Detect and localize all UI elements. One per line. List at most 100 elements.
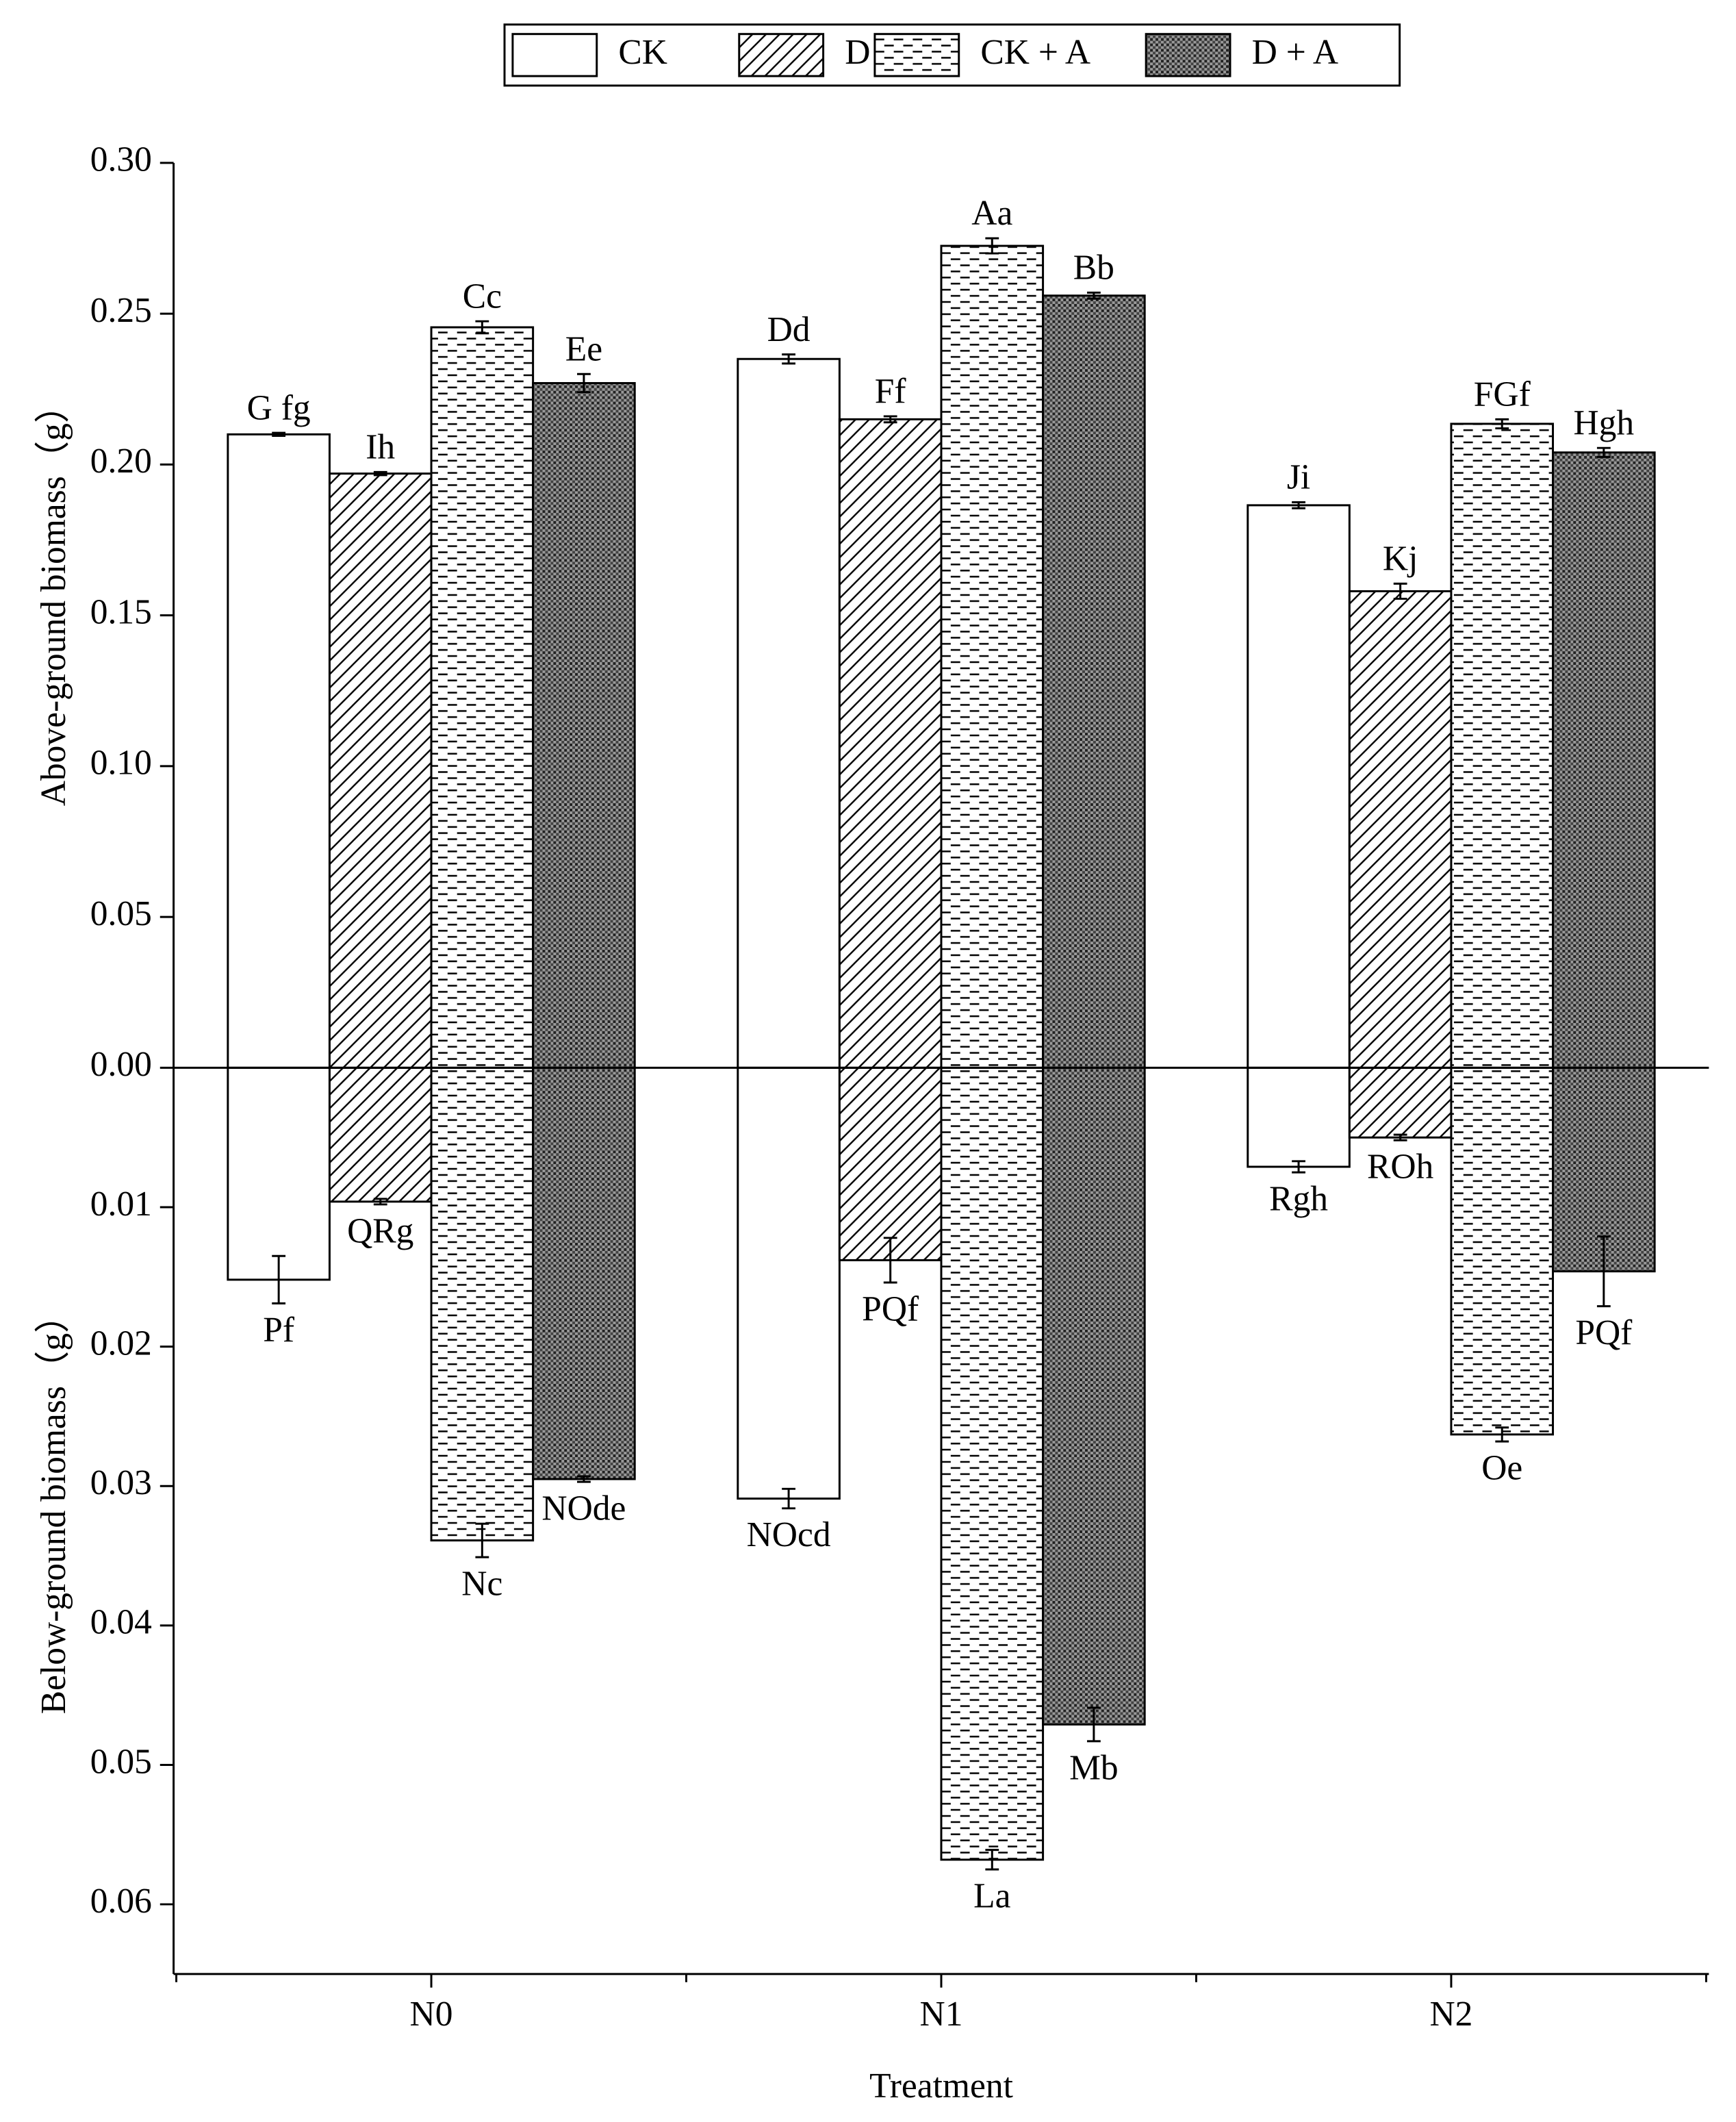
bar xyxy=(430,1066,535,1542)
legend-label: CK + A xyxy=(980,33,1090,72)
significance-label: Aa xyxy=(971,194,1012,233)
significance-label: G fg xyxy=(247,388,311,427)
y2-tick-label: 0.02 xyxy=(90,1324,152,1363)
x-tick-label: N2 xyxy=(1429,1995,1472,2034)
y-tick-label: 0.10 xyxy=(90,744,152,783)
bar xyxy=(1247,1066,1351,1168)
significance-label: NOde xyxy=(541,1489,626,1528)
error-bar xyxy=(272,1254,286,1304)
x-axis-title: Treatment xyxy=(869,2067,1013,2106)
error-bar xyxy=(475,320,489,335)
bar xyxy=(227,433,331,1069)
legend-label: D + A xyxy=(1252,33,1338,72)
bar xyxy=(1450,422,1555,1069)
significance-label: Ih xyxy=(366,428,395,467)
error-bar xyxy=(272,431,286,438)
significance-label: Mb xyxy=(1069,1748,1119,1787)
y-tick-label: 0.05 xyxy=(90,894,152,933)
significance-label: FGf xyxy=(1474,375,1531,414)
bar xyxy=(1247,504,1351,1069)
error-bar xyxy=(883,1237,897,1284)
y2-tick-label: 0.06 xyxy=(90,1882,152,1921)
legend-swatch xyxy=(873,33,960,77)
bar xyxy=(1348,590,1453,1069)
error-bar xyxy=(577,372,591,394)
significance-label: Oe xyxy=(1481,1449,1522,1488)
y2-axis-title: Below-ground biomass（g） xyxy=(34,1298,73,1714)
bar xyxy=(328,1066,433,1203)
significance-label: Ee xyxy=(565,329,602,368)
significance-label: Ji xyxy=(1287,458,1310,497)
bar xyxy=(1450,1066,1555,1436)
y2-tick-label: 0.04 xyxy=(90,1603,152,1642)
bar xyxy=(940,244,1045,1069)
error-bar xyxy=(985,1849,999,1871)
bar xyxy=(532,381,636,1069)
x-tick-label: N1 xyxy=(920,1995,963,2034)
legend-label: CK xyxy=(618,33,667,72)
significance-label: Hgh xyxy=(1573,403,1634,442)
bar xyxy=(737,1066,841,1500)
y2-tick-label: 0.03 xyxy=(90,1463,152,1502)
error-bar xyxy=(985,237,999,255)
legend-label: D xyxy=(845,33,870,72)
y-tick-label: 0.30 xyxy=(90,140,152,179)
error-bar xyxy=(782,353,796,365)
bar xyxy=(532,1066,636,1480)
significance-label: Bb xyxy=(1073,248,1114,287)
y-tick-label: 0.00 xyxy=(90,1045,152,1084)
bar xyxy=(838,1066,943,1261)
y-tick-label: 0.20 xyxy=(90,442,152,481)
bar xyxy=(328,472,433,1069)
error-bar xyxy=(577,1475,591,1483)
bar xyxy=(430,326,535,1069)
error-bar xyxy=(475,1522,489,1558)
error-bar xyxy=(373,1198,387,1206)
significance-label: Nc xyxy=(461,1564,502,1603)
y-tick-label: 0.25 xyxy=(90,291,152,330)
error-bar xyxy=(1086,291,1101,300)
error-bar xyxy=(1086,1706,1101,1743)
bar xyxy=(1348,1066,1453,1139)
bar xyxy=(1552,451,1656,1069)
bar xyxy=(838,418,943,1069)
legend-swatch xyxy=(1145,33,1231,77)
y-axis-title: Above-ground biomass（g） xyxy=(34,388,73,807)
y2-tick-label: 0.05 xyxy=(90,1742,152,1781)
error-bar xyxy=(1495,1426,1509,1443)
bar xyxy=(1042,294,1146,1069)
significance-label: QRg xyxy=(347,1211,413,1250)
bar xyxy=(227,1066,331,1281)
legend-swatch xyxy=(511,33,598,77)
significance-label: PQf xyxy=(1575,1313,1633,1352)
x-tick-label: N0 xyxy=(410,1995,453,2034)
significance-label: La xyxy=(973,1877,1010,1916)
bar xyxy=(1042,1066,1146,1726)
significance-label: Rgh xyxy=(1269,1180,1328,1219)
legend-swatch xyxy=(738,33,825,77)
error-bar xyxy=(1495,418,1509,430)
significance-label: NOcd xyxy=(747,1515,831,1554)
significance-label: Dd xyxy=(767,310,810,349)
significance-label: Pf xyxy=(263,1311,295,1350)
significance-label: Ff xyxy=(875,372,907,411)
y2-tick-label: 0.01 xyxy=(90,1185,152,1224)
significance-label: Cc xyxy=(463,277,502,316)
error-bar xyxy=(1292,1160,1305,1174)
error-bar xyxy=(1292,501,1305,509)
error-bar xyxy=(1596,1235,1611,1308)
significance-label: ROh xyxy=(1367,1148,1434,1187)
y-tick-label: 0.15 xyxy=(90,592,152,631)
error-bar xyxy=(883,415,897,424)
significance-label: PQf xyxy=(862,1289,919,1328)
error-bar xyxy=(1393,1133,1407,1141)
bar xyxy=(940,1066,1045,1861)
significance-label: Kj xyxy=(1383,540,1418,579)
bar xyxy=(737,357,841,1069)
error-bar xyxy=(1393,582,1407,600)
error-bar xyxy=(782,1487,796,1510)
error-bar xyxy=(373,470,387,477)
error-bar xyxy=(1596,446,1611,458)
